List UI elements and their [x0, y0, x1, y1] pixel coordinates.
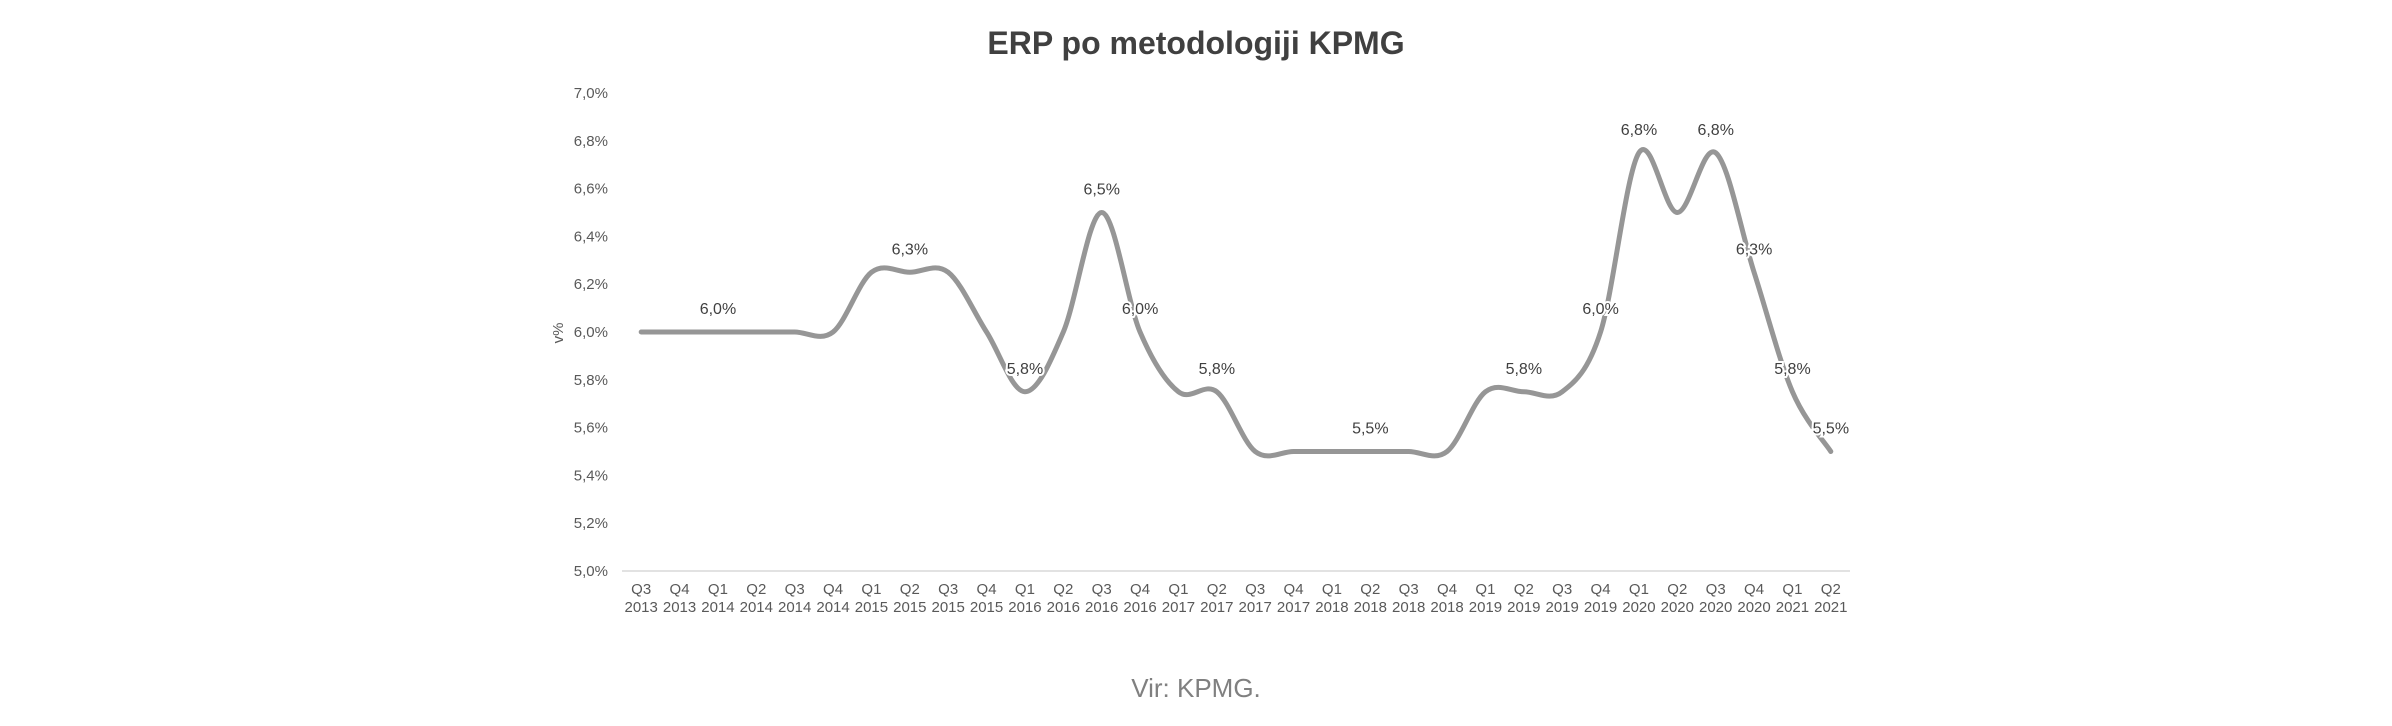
- y-tick-label: 6,2%: [574, 276, 608, 293]
- x-tick-label: Q2 2019: [1507, 581, 1540, 616]
- y-tick-label: 6,8%: [574, 133, 608, 150]
- data-label: 6,8%: [1621, 122, 1657, 139]
- data-label: 6,0%: [1122, 301, 1158, 318]
- data-label: 5,5%: [1813, 421, 1849, 438]
- x-tick-label: Q1 2018: [1315, 581, 1348, 616]
- y-tick-label: 5,4%: [574, 467, 608, 484]
- x-tick-label: Q3 2017: [1239, 581, 1272, 616]
- x-tick-label: Q3 2020: [1699, 581, 1732, 616]
- x-tick-label: Q3 2016: [1085, 581, 1118, 616]
- y-tick-label: 6,6%: [574, 181, 608, 198]
- data-label: 5,8%: [1007, 361, 1043, 378]
- x-tick-label: Q4 2016: [1123, 581, 1156, 616]
- y-tick-label: 6,4%: [574, 228, 608, 245]
- data-label: 6,5%: [1083, 182, 1119, 199]
- x-tick-label: Q1 2020: [1622, 581, 1655, 616]
- x-tick-label: Q1 2014: [701, 581, 734, 616]
- series-line-erp: [638, 147, 1834, 459]
- data-label: 6,3%: [1736, 241, 1772, 258]
- x-tick-label: Q2 2017: [1200, 581, 1233, 616]
- x-tick-label: Q1 2021: [1776, 581, 1809, 616]
- x-tick-label: Q4 2020: [1737, 581, 1770, 616]
- data-label: 6,3%: [892, 241, 928, 258]
- x-tick-label: Q1 2016: [1008, 581, 1041, 616]
- data-labels: 6,0% 6,3% 5,8% 6,5% 6,0% 5,8% 5,5% 5,8% 6,0% 6,8%…: [698, 120, 1851, 440]
- y-tick-label: 5,2%: [574, 515, 608, 532]
- data-label: 5,5%: [1352, 421, 1388, 438]
- x-tick-label: Q3 2015: [932, 581, 965, 616]
- x-tick-label: Q2 2020: [1661, 581, 1694, 616]
- x-tick-label: Q4 2019: [1584, 581, 1617, 616]
- y-tick-label: 5,6%: [574, 420, 608, 437]
- y-tick-label: 5,0%: [574, 563, 608, 580]
- x-tick-label: Q2 2021: [1814, 581, 1847, 616]
- chart-title: ERP po metodologiji KPMG: [987, 25, 1404, 61]
- data-label: 5,8%: [1774, 361, 1810, 378]
- x-tick-label: Q4 2017: [1277, 581, 1310, 616]
- x-tick-label: Q4 2013: [663, 581, 696, 616]
- x-tick-label: Q2 2014: [740, 581, 773, 616]
- data-label: 6,0%: [700, 301, 736, 318]
- source-note: Vir: KPMG.: [1131, 673, 1261, 703]
- y-axis-label: v%: [550, 323, 567, 344]
- y-tick-label: 6,0%: [574, 324, 608, 341]
- data-label: 6,0%: [1582, 301, 1618, 318]
- x-tick-label: Q3 2019: [1546, 581, 1579, 616]
- data-label: 5,8%: [1506, 361, 1542, 378]
- x-tick-label: Q2 2018: [1354, 581, 1387, 616]
- x-tick-label: Q1 2015: [855, 581, 888, 616]
- y-tick-label: 7,0%: [574, 85, 608, 102]
- x-tick-label: Q1 2019: [1469, 581, 1502, 616]
- x-tick-label: Q3 2014: [778, 581, 811, 616]
- x-tick-label: Q3 2018: [1392, 581, 1425, 616]
- y-axis-ticks: 5,0% 5,2% 5,4% 5,6% 5,8% 6,0% 6,2% 6,4% 6,6% 6,8%…: [574, 85, 608, 580]
- x-tick-label: Q4 2018: [1430, 581, 1463, 616]
- x-tick-label: Q4 2015: [970, 581, 1003, 616]
- x-tick-label: Q2 2015: [893, 581, 926, 616]
- x-tick-label: Q2 2016: [1047, 581, 1080, 616]
- x-tick-label: Q4 2014: [816, 581, 849, 616]
- data-label: 5,8%: [1199, 361, 1235, 378]
- x-tick-label: Q1 2017: [1162, 581, 1195, 616]
- x-tick-label: Q3 2013: [625, 581, 658, 616]
- data-label: 6,8%: [1697, 122, 1733, 139]
- y-tick-label: 5,8%: [574, 372, 608, 389]
